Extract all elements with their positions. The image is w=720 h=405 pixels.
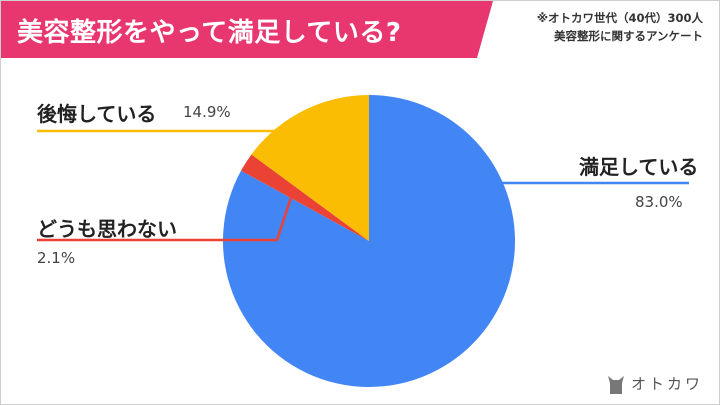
slice-neutral [241, 154, 369, 241]
cat-icon [607, 375, 624, 394]
title-banner: 美容整形をやって満足している? [1, 1, 493, 58]
slice-value-regret: 14.9% [183, 103, 231, 121]
brand-name: オトカワ [630, 375, 703, 393]
survey-note-line1: ※オトカワ世代（40代）300人 [536, 11, 703, 25]
slice-label-satisfied: 満足している [579, 155, 699, 179]
survey-note: ※オトカワ世代（40代）300人 美容整形に関するアンケート [537, 9, 703, 45]
slice-value-neutral: 2.1% [37, 249, 76, 267]
brand-logo: オトカワ [607, 373, 703, 394]
page-title: 美容整形をやって満足している? [17, 18, 402, 48]
slice-label-neutral: どうも思わない [37, 217, 177, 241]
slice-satisfied [222, 95, 515, 387]
leader-line-neutral [37, 191, 294, 242]
slice-label-regret: 後悔している [37, 102, 157, 126]
slice-value-satisfied: 83.0% [635, 193, 683, 211]
survey-note-line2: 美容整形に関するアンケート [553, 29, 703, 43]
title-banner-shape [1, 1, 493, 58]
